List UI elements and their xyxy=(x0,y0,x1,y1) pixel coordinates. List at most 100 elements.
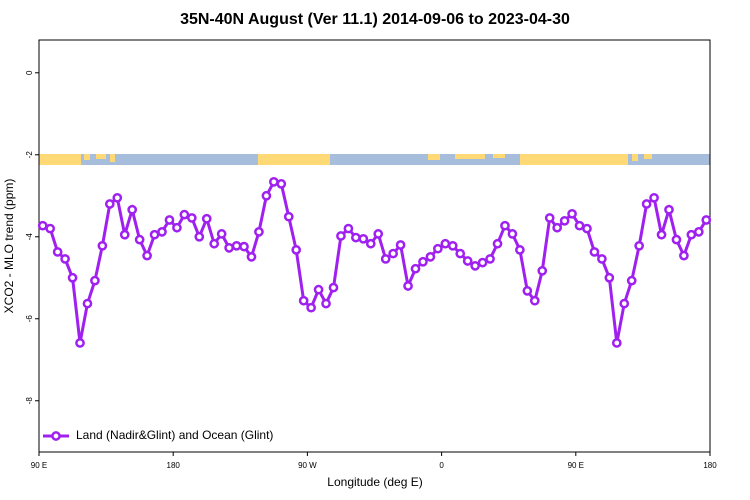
data-point xyxy=(328,282,339,293)
data-point xyxy=(142,250,152,261)
data-point xyxy=(611,338,622,348)
data-point xyxy=(82,298,93,309)
data-point xyxy=(45,223,56,234)
y-tick-label: -8 xyxy=(25,397,34,405)
data-point xyxy=(209,238,220,249)
data-point xyxy=(447,240,458,251)
data-point xyxy=(97,240,108,251)
y-tick-label: -4 xyxy=(25,233,34,241)
data-point xyxy=(365,238,376,249)
y-axis-label: XCO2 - MLO trend (ppm) xyxy=(2,179,16,314)
data-point xyxy=(351,232,361,243)
data-point xyxy=(157,227,167,237)
data-point xyxy=(276,179,287,189)
data-point xyxy=(582,223,592,234)
data-point xyxy=(664,204,674,215)
data-point xyxy=(455,248,466,259)
data-point xyxy=(291,245,302,255)
data-point xyxy=(604,272,615,283)
data-point xyxy=(589,247,600,257)
data-point xyxy=(507,229,518,239)
data-point xyxy=(418,256,428,267)
data-point xyxy=(477,257,488,268)
x-tick-label: 90 E xyxy=(568,461,584,470)
data-point xyxy=(403,281,413,291)
legend-label: Land (Nadir&Glint) and Ocean (Glint) xyxy=(76,428,273,442)
data-point xyxy=(433,243,443,254)
data-point xyxy=(485,254,495,264)
data-point xyxy=(470,261,480,271)
data-point xyxy=(149,229,160,240)
data-point xyxy=(119,229,130,240)
x-tick-label: 0 xyxy=(439,461,444,470)
data-point xyxy=(462,256,473,266)
y-tick-label: 0 xyxy=(25,70,34,75)
data-point xyxy=(201,213,212,224)
data-point xyxy=(60,254,70,264)
x-tick-label: 90 W xyxy=(298,461,317,470)
data-point xyxy=(701,215,712,225)
data-point xyxy=(395,240,406,250)
data-point xyxy=(194,231,205,242)
data-point xyxy=(269,176,279,187)
data-point xyxy=(216,229,227,239)
data-point xyxy=(693,227,704,237)
data-point xyxy=(134,234,145,245)
data-point xyxy=(559,215,570,226)
legend-marker xyxy=(51,431,61,441)
data-point xyxy=(306,302,316,313)
data-point xyxy=(343,223,354,234)
data-point xyxy=(179,209,190,220)
y-tick-label: -2 xyxy=(25,151,34,159)
data-point xyxy=(649,192,659,203)
data-point xyxy=(358,233,369,244)
data-point xyxy=(104,199,115,209)
data-point xyxy=(52,247,63,257)
data-point xyxy=(537,265,548,276)
data-point xyxy=(75,338,85,348)
data-point xyxy=(172,222,182,233)
data-point xyxy=(373,229,384,239)
data-point xyxy=(112,192,123,203)
data-point xyxy=(626,275,637,286)
data-point xyxy=(686,229,697,240)
data-point xyxy=(500,220,510,231)
data-point xyxy=(597,254,607,264)
data-point xyxy=(544,213,555,223)
chart-title: 35N-40N August (Ver 11.1) 2014-09-06 to … xyxy=(180,11,570,28)
data-point xyxy=(552,222,563,233)
data-point xyxy=(261,190,272,201)
data-point xyxy=(529,295,540,306)
data-point xyxy=(321,298,331,309)
data-point xyxy=(641,199,652,209)
data-point xyxy=(656,229,667,240)
data-point xyxy=(671,234,682,245)
data-point xyxy=(164,215,175,225)
data-point xyxy=(283,211,294,222)
series-line xyxy=(42,180,708,344)
data-point xyxy=(246,252,257,262)
data-point xyxy=(679,250,689,261)
x-tick-label: 90 E xyxy=(31,461,47,470)
x-tick-label: 180 xyxy=(703,461,717,470)
data-point xyxy=(298,295,309,306)
data-point xyxy=(634,240,645,251)
data-point xyxy=(425,252,436,262)
land-ocean-strip xyxy=(39,154,710,165)
x-tick-label: 180 xyxy=(167,461,181,470)
data-point xyxy=(522,286,533,296)
plot-frame xyxy=(38,39,711,453)
data-point xyxy=(254,227,264,237)
data-point xyxy=(186,213,197,223)
data-point xyxy=(90,275,100,286)
y-tick-label: -6 xyxy=(25,315,34,323)
data-point xyxy=(127,204,138,215)
data-point xyxy=(336,231,346,241)
data-point xyxy=(67,272,78,283)
data-point xyxy=(380,254,391,264)
data-point xyxy=(410,263,421,274)
data-point xyxy=(37,220,48,231)
data-point xyxy=(313,284,324,295)
data-point xyxy=(619,298,630,309)
